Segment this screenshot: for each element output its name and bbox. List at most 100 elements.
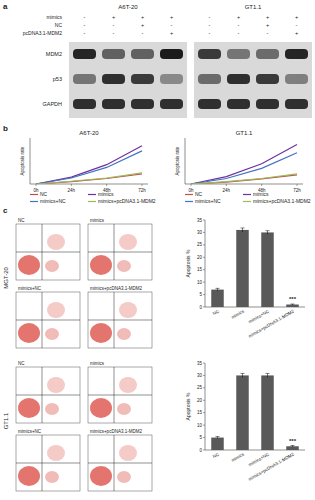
blot-band [285,49,308,59]
condition-sign: - [238,22,240,28]
y-tick-label: 15 [197,267,203,272]
y-tick [203,437,205,438]
flow-plot-title: NC [18,361,25,366]
cell-cloud [45,471,59,483]
condition-sign: - [113,22,115,28]
bar [261,232,274,307]
cell-cloud [47,377,65,393]
legend-label: mimics+pcDNA3.1-MDM2 [253,198,311,204]
blot-band [160,99,183,109]
x-tick-label: 0h [188,188,194,193]
flow-frame [88,224,152,280]
y-tick-label: 20 [197,255,203,260]
cell-cloud [47,234,65,250]
flow-plot: NC [16,361,80,423]
error-cap [241,373,245,374]
flow-plot: mimics [88,361,152,423]
cell-cloud [18,323,40,343]
blot-band [227,74,250,84]
chart-title: A6T-20 [79,130,99,136]
y-tick [203,269,205,270]
legend-label: mimics [253,191,269,197]
y-axis [185,138,186,184]
condition-sign: + [237,14,240,20]
cell-cloud [45,260,59,272]
x-tick-label: 0h [33,188,39,193]
bar [261,375,274,450]
condition-sign: + [170,14,173,20]
legend-swatch [185,194,193,195]
y-tick [203,220,205,221]
series-line [36,151,142,184]
error-cap [291,304,295,305]
x-tick-label: mimics+NC [247,308,270,324]
x-tick-label: NC [212,451,221,459]
cell-cloud [45,403,59,415]
error-bar [216,288,220,290]
x-tick-label: 24h [68,188,76,193]
protein-label: p53 [53,76,62,82]
x-tick [36,184,37,186]
quadrant-line [88,320,152,321]
cell-cloud [45,328,59,340]
x-tick-label: NC [212,308,221,316]
legend-swatch [243,194,251,195]
series-line [36,146,142,184]
condition-sign: - [209,14,211,20]
y-tick-label: 0 [199,305,202,310]
y-tick-label: 20 [197,398,203,403]
cell-cloud [117,328,131,340]
flow-plot: mimics+NC [16,429,80,491]
condition-sign: + [112,14,115,20]
condition-sign: + [266,22,269,28]
y-axis [30,138,31,184]
y-axis-label: Apoptosis rate [20,146,25,175]
y-tick [203,232,205,233]
legend-label: mimics+pcDNA3.1-MDM2 [98,198,156,204]
y-axis-label: Apoptosis % [185,392,191,420]
bar [236,230,249,307]
bar [286,305,299,307]
x-tick-label: 72h [138,188,146,193]
bar [211,438,224,450]
blot-band [198,74,221,84]
blot-band [160,49,183,59]
error-stem [267,373,268,377]
protein-label: MDM2 [46,51,62,57]
cell-cloud [119,302,137,318]
y-axis [205,220,206,307]
error-cap [216,288,220,289]
x-tick [106,184,107,186]
error-cap [241,227,245,228]
bar-chart: 05101520253035Apoptosis %NCmimicsmimics+… [185,218,305,339]
quadrant-line [16,463,80,464]
condition-sign: - [209,22,211,28]
cell-cloud [119,445,137,461]
bar-chart: 05101520253035Apoptosis %NCmimicsmimics+… [185,361,305,482]
quadrant-line [16,395,80,396]
error-bar [241,373,245,377]
flow-frame [88,292,152,348]
plot-area [211,373,299,450]
quadrant-line [88,395,152,396]
y-tick-label: 35 [197,361,203,366]
error-stem [217,288,218,290]
flow-plot-title: mimics+NC [18,286,42,291]
condition-sign: - [84,14,86,20]
panel-label: c [3,206,8,215]
panel-label: a [3,2,8,11]
y-tick [203,387,205,388]
error-cap [216,436,220,437]
cell-cloud [117,471,131,483]
flow-plot: NC [16,218,80,280]
condition-sign: + [295,30,298,36]
flow-plot: mimics [88,218,152,280]
flow-plot-title: mimics+pcDNA3.1-MDM2 [90,286,142,291]
series-line [191,144,297,184]
error-bar [216,437,220,439]
y-tick-label: 25 [197,385,203,390]
cell-line-label: A6T-20 [118,4,138,10]
x-tick [191,184,192,186]
y-tick [203,294,205,295]
error-cap [291,445,295,446]
